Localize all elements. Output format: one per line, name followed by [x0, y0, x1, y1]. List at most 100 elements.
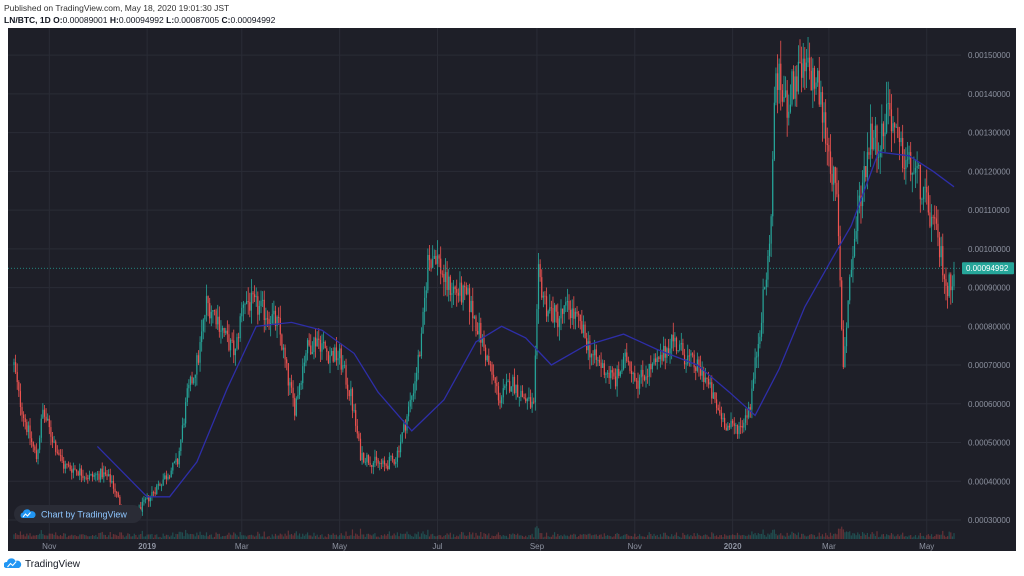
price-axis-panel[interactable] — [961, 28, 1016, 551]
volume-bar — [499, 535, 501, 539]
close-label: C: — [221, 15, 231, 25]
volume-bar — [196, 532, 198, 539]
candle-body — [717, 407, 719, 410]
volume-bar — [470, 534, 472, 539]
candle-body — [101, 468, 103, 478]
volume-bar — [390, 535, 392, 539]
axes: 0.00030000 0.00040000 0.00050000 0.00060000… — [8, 51, 1014, 551]
candle-body — [624, 352, 626, 357]
volume-bar — [825, 532, 827, 539]
volume-bar — [911, 537, 913, 539]
candle-body — [335, 347, 338, 361]
date-tick-label: Mar — [822, 542, 836, 551]
volume-bar — [595, 534, 597, 539]
candle-body — [768, 243, 771, 256]
candle-body — [740, 425, 742, 427]
candle-body — [31, 438, 33, 443]
candle-body — [902, 137, 904, 168]
candle-body — [260, 300, 262, 306]
volume-bar — [818, 532, 820, 539]
volume-bar — [563, 534, 565, 539]
candle-body — [422, 311, 424, 334]
volume-bar — [125, 535, 127, 539]
candle-body — [658, 357, 660, 360]
volume-bar — [536, 526, 538, 539]
volume-bar — [855, 535, 857, 539]
price-tick-label: 0.00040000 — [968, 477, 1011, 486]
volume-bar — [343, 535, 346, 539]
candle-body — [582, 324, 585, 333]
volume-bar — [233, 532, 235, 539]
volume-bar — [802, 533, 804, 539]
candle-body — [295, 398, 297, 416]
volume-bar — [96, 536, 99, 539]
volume-bar — [480, 531, 482, 539]
volume-bar — [249, 535, 251, 539]
volume-bar — [501, 536, 503, 539]
volume-bar — [395, 535, 397, 539]
candle-body — [831, 173, 833, 185]
volume-bar — [576, 537, 578, 539]
candle-body — [165, 475, 167, 479]
candle-body — [730, 420, 732, 428]
volume-bar — [687, 534, 689, 539]
watermark[interactable]: Chart by TradingView — [14, 505, 142, 523]
volume-bar — [149, 534, 151, 539]
volume-bar — [494, 535, 496, 539]
candle-body — [42, 409, 44, 419]
volume-bar — [820, 536, 822, 539]
volume-bar — [162, 533, 164, 539]
volume-bar — [749, 535, 751, 539]
candle-body — [449, 276, 451, 295]
volume-bar — [297, 535, 299, 539]
volume-bar — [298, 533, 301, 539]
volume-bar — [100, 532, 102, 539]
volume-bar — [656, 534, 658, 539]
volume-bar — [946, 536, 949, 539]
volume-bar — [213, 536, 216, 539]
volume-bar — [258, 533, 261, 539]
date-tick-label: 2020 — [724, 542, 742, 551]
candle-body — [749, 407, 751, 410]
volume-bar — [440, 535, 442, 539]
volume-bar — [927, 534, 929, 539]
candle-body — [111, 480, 113, 483]
price-chart[interactable]: 0.00030000 0.00040000 0.00050000 0.00060000… — [8, 28, 1016, 551]
volume-bar — [780, 533, 782, 539]
volume-bar — [351, 529, 354, 539]
volume-bar — [356, 534, 358, 539]
candle-body — [273, 310, 275, 315]
price-tick-label: 0.00050000 — [968, 439, 1011, 448]
candle-body — [289, 382, 291, 386]
candle-body — [395, 461, 397, 464]
volume-bar — [274, 533, 277, 539]
candle-body — [40, 418, 42, 438]
volume-bar — [66, 537, 68, 539]
volume-bar — [717, 536, 719, 539]
volume-bar — [114, 534, 116, 539]
volume-bar — [509, 533, 511, 539]
candle-body — [306, 340, 309, 354]
volume-bar — [738, 534, 740, 539]
footer-brand[interactable]: TradingView — [4, 556, 80, 572]
volume-bar — [847, 532, 849, 539]
volume-bar — [276, 535, 278, 539]
candle-body — [578, 313, 580, 315]
volume-bar — [284, 533, 286, 539]
volume-bar — [347, 536, 349, 539]
volume-bar — [890, 533, 893, 539]
candle-body — [829, 151, 832, 174]
candle-body — [895, 126, 897, 128]
candles — [13, 37, 955, 521]
volume-bar — [589, 533, 591, 539]
volume-bar — [951, 536, 953, 539]
chart-frame[interactable]: 0.00030000 0.00040000 0.00050000 0.00060000… — [8, 28, 1016, 551]
candle-body — [746, 415, 748, 418]
candle-body — [499, 400, 501, 404]
volume-bar — [263, 531, 265, 539]
volume-bar — [295, 531, 297, 539]
volume-bar — [120, 532, 123, 539]
volume-bar — [313, 532, 315, 539]
volume-bar — [935, 534, 937, 539]
volume-bar — [804, 535, 806, 539]
